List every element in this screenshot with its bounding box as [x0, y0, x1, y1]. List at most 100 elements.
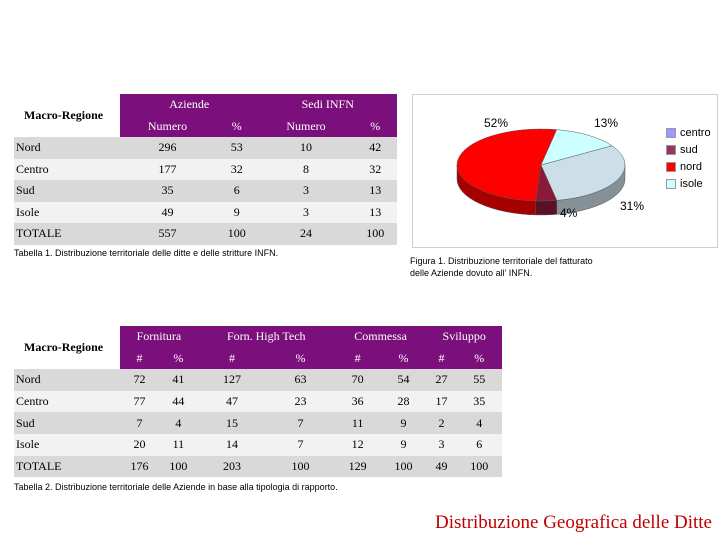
- table-row: Isole 20 11 14 7 12 9 3 6: [14, 433, 502, 456]
- cell: 296: [120, 137, 215, 159]
- cell: 70: [334, 369, 381, 391]
- table2-subheader: %: [456, 347, 502, 370]
- table-row-total: TOTALE 176 100 203 100 129 100 49 100: [14, 455, 502, 478]
- legend-label: nord: [680, 160, 703, 173]
- pie-label-nord: 52%: [484, 116, 509, 130]
- cell: 6: [215, 180, 259, 202]
- legend-item-nord: nord: [666, 158, 711, 175]
- cell: 54: [380, 369, 427, 391]
- cell: 32: [353, 158, 397, 180]
- pie-label-isole: 13%: [594, 116, 619, 130]
- row-label: Sud: [14, 412, 120, 434]
- cell: 72: [120, 369, 159, 391]
- row-label: Isole: [14, 201, 120, 223]
- table-row: Nord 296 53 10 42: [14, 137, 397, 159]
- cell: 49: [120, 201, 215, 223]
- figure1-caption-line2: delle Aziende dovuto all’ INFN.: [410, 268, 533, 278]
- table-row: Nord 72 41 127 63 70 54 27 55: [14, 369, 502, 391]
- legend-swatch: [666, 144, 676, 155]
- table1-subheader: %: [353, 115, 397, 137]
- cell: 63: [266, 369, 335, 391]
- pie-label-sud: 4%: [560, 206, 578, 220]
- cell: 35: [456, 390, 502, 413]
- table2-corner: Macro-Regione: [14, 326, 120, 370]
- row-label: TOTALE: [14, 455, 120, 478]
- table2-group-high-tech: Forn. High Tech: [197, 326, 335, 348]
- cell: 100: [158, 455, 198, 478]
- table1-subheader: Numero: [120, 115, 215, 137]
- table1-group-sedi: Sedi INFN: [258, 94, 397, 116]
- table2-subheader: %: [158, 347, 198, 370]
- cell: 24: [258, 223, 354, 245]
- slide-title: Distribuzione Geografica delle Ditte: [435, 512, 712, 533]
- table2-caption: Tabella 2. Distribuzione territoriale de…: [14, 482, 338, 492]
- table2-subheader: %: [380, 347, 427, 370]
- row-label: Nord: [14, 137, 120, 159]
- cell: 9: [380, 433, 427, 456]
- table2-group-sviluppo: Sviluppo: [426, 326, 502, 348]
- cell: 176: [120, 455, 159, 478]
- cell: 15: [197, 412, 267, 434]
- cell: 11: [334, 412, 381, 434]
- table-row: Isole 49 9 3 13: [14, 201, 397, 223]
- cell: 177: [120, 158, 215, 180]
- legend-swatch: [666, 127, 676, 138]
- cell: 14: [197, 433, 267, 456]
- table2-subheader: %: [266, 347, 335, 370]
- table2-subheader: #: [334, 347, 381, 370]
- cell: 41: [158, 369, 198, 391]
- cell: 129: [334, 455, 381, 478]
- legend-swatch: [666, 161, 676, 172]
- cell: 13: [353, 201, 397, 223]
- cell: 32: [215, 158, 259, 180]
- cell: 35: [120, 180, 215, 202]
- cell: 2: [426, 412, 457, 434]
- cell: 7: [266, 412, 335, 434]
- cell: 3: [258, 201, 354, 223]
- legend-label: isole: [680, 177, 703, 190]
- cell: 42: [353, 137, 397, 159]
- pie-slice-nord: [456, 128, 558, 202]
- table2-subheader: #: [197, 347, 267, 370]
- cell: 28: [380, 390, 427, 413]
- table-row: Sud 7 4 15 7 11 9 2 4: [14, 412, 502, 434]
- pie-legend: centro sud nord isole: [666, 124, 711, 192]
- cell: 20: [120, 433, 159, 456]
- pie-label-centro: 31%: [620, 199, 645, 213]
- pie-slice-isole: [540, 129, 613, 166]
- cell: 49: [426, 455, 457, 478]
- cell: 10: [258, 137, 354, 159]
- cell: 27: [426, 369, 457, 391]
- table-row: Centro 77 44 47 23 36 28 17 35: [14, 390, 502, 413]
- cell: 100: [380, 455, 427, 478]
- table2-group-commessa: Commessa: [334, 326, 427, 348]
- table-row-total: TOTALE 557 100 24 100: [14, 223, 397, 245]
- table-row: Sud 35 6 3 13: [14, 180, 397, 202]
- table1-subheader: Numero: [258, 115, 354, 137]
- table1-subheader: %: [215, 115, 259, 137]
- cell: 8: [258, 158, 354, 180]
- row-label: Centro: [14, 158, 120, 180]
- cell: 77: [120, 390, 159, 413]
- cell: 44: [158, 390, 198, 413]
- cell: 100: [266, 455, 335, 478]
- legend-item-sud: sud: [666, 141, 711, 158]
- cell: 4: [456, 412, 502, 434]
- cell: 12: [334, 433, 381, 456]
- cell: 9: [215, 201, 259, 223]
- figure1-caption-line1: Figura 1. Distribuzione territoriale del…: [410, 256, 593, 266]
- cell: 23: [266, 390, 335, 413]
- table-tipologia-rapporto: Macro-Regione Fornitura Forn. High Tech …: [14, 326, 502, 478]
- pie-side-sud: [535, 200, 557, 216]
- cell: 7: [266, 433, 335, 456]
- legend-label: centro: [680, 126, 711, 139]
- table1-caption: Tabella 1. Distribuzione territoriale de…: [14, 248, 279, 258]
- cell: 47: [197, 390, 267, 413]
- cell: 100: [215, 223, 259, 245]
- cell: 100: [353, 223, 397, 245]
- table-aziende-sedi: Macro-Regione Aziende Sedi INFN Numero %…: [14, 94, 397, 245]
- row-label: TOTALE: [14, 223, 120, 245]
- row-label: Nord: [14, 369, 120, 391]
- cell: 6: [456, 433, 502, 456]
- legend-swatch: [666, 178, 676, 189]
